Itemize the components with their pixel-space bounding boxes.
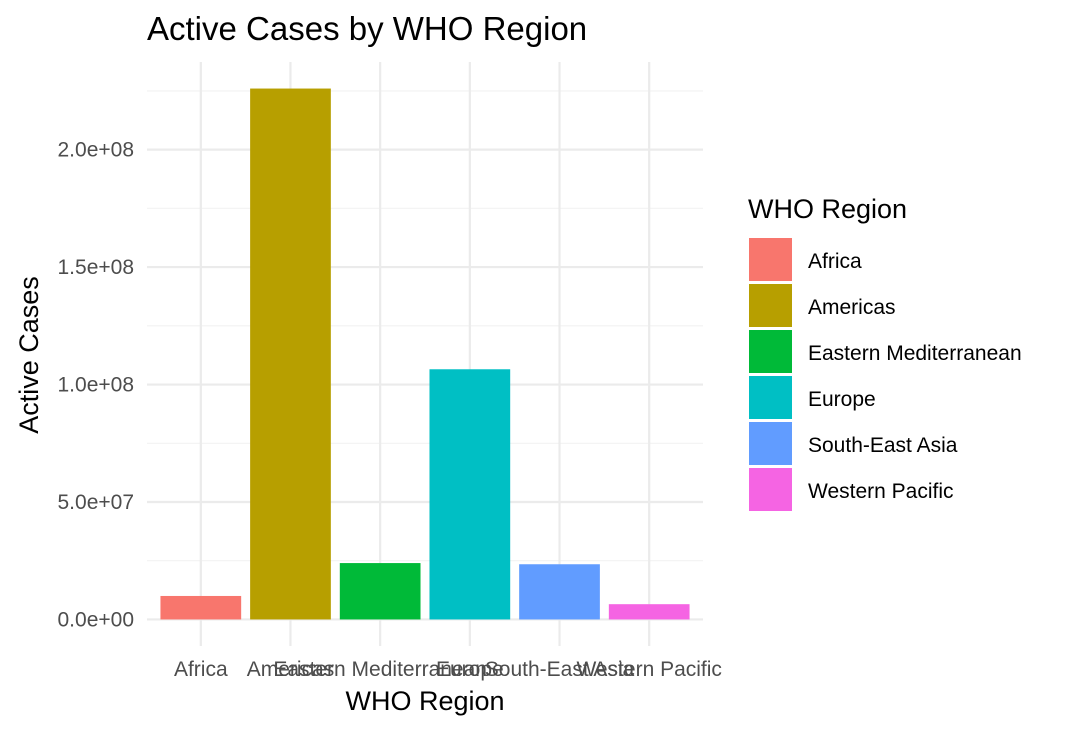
bar-eastern-mediterranean — [339, 563, 421, 620]
y-axis-title: Active Cases — [14, 276, 44, 434]
bars — [160, 88, 690, 620]
bar-south-east-asia — [519, 564, 600, 620]
legend-title: WHO Region — [748, 194, 907, 224]
legend-swatch — [749, 238, 792, 281]
legend-swatch — [749, 468, 792, 511]
legend-items: Africa Americas Eastern Mediterranean Europ… — [749, 238, 1022, 511]
y-tick-label: 5.0e+07 — [58, 491, 135, 514]
y-tick-label: 0.0e+00 — [58, 608, 135, 631]
chart-title: Active Cases by WHO Region — [147, 10, 587, 47]
legend-label: Americas — [808, 296, 896, 319]
legend-label: Eastern Mediterranean — [808, 342, 1022, 365]
legend-label: South-East Asia — [808, 434, 958, 457]
bar-africa — [160, 595, 242, 620]
legend-swatch — [749, 284, 792, 327]
legend-label: Europe — [808, 388, 876, 411]
x-tick-label: Eastern Mediterranean — [273, 658, 487, 681]
y-tick-label: 1.0e+08 — [58, 374, 135, 397]
legend: WHO Region Africa Americas Eastern Mediter… — [748, 194, 1022, 511]
x-axis-title: WHO Region — [345, 686, 504, 716]
bar-europe — [429, 369, 511, 620]
legend-swatch — [749, 422, 792, 465]
legend-label: Western Pacific — [808, 480, 954, 503]
y-axis-ticks: 0.0e+00 5.0e+07 1.0e+08 1.5e+08 2.0e+08 — [58, 139, 135, 632]
x-tick-label: Africa — [174, 658, 228, 681]
x-tick-label: Western Pacific — [576, 658, 722, 681]
bar-western-pacific — [608, 604, 690, 620]
x-tick-label: Americas — [247, 658, 335, 681]
x-tick-label: South-East Asia — [485, 658, 635, 681]
legend-swatch — [749, 330, 792, 373]
y-tick-label: 1.5e+08 — [58, 256, 135, 279]
y-tick-label: 2.0e+08 — [58, 139, 135, 162]
x-tick-label: Europe — [436, 658, 504, 681]
legend-label: Africa — [808, 250, 862, 273]
grid — [147, 62, 703, 646]
bar-americas — [250, 88, 331, 620]
legend-swatch — [749, 376, 792, 419]
